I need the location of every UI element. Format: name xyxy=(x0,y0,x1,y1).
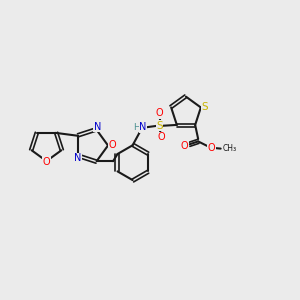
Text: O: O xyxy=(208,143,215,153)
Text: O: O xyxy=(181,141,188,151)
Text: O: O xyxy=(109,140,116,151)
Text: O: O xyxy=(157,132,165,142)
Text: O: O xyxy=(156,108,164,118)
Text: H: H xyxy=(133,123,140,132)
Text: N: N xyxy=(140,122,147,132)
Text: O: O xyxy=(43,157,50,167)
Text: S: S xyxy=(201,103,208,112)
Text: CH₃: CH₃ xyxy=(223,144,237,153)
Text: N: N xyxy=(74,153,81,163)
Text: S: S xyxy=(156,121,163,131)
Text: N: N xyxy=(94,122,101,132)
